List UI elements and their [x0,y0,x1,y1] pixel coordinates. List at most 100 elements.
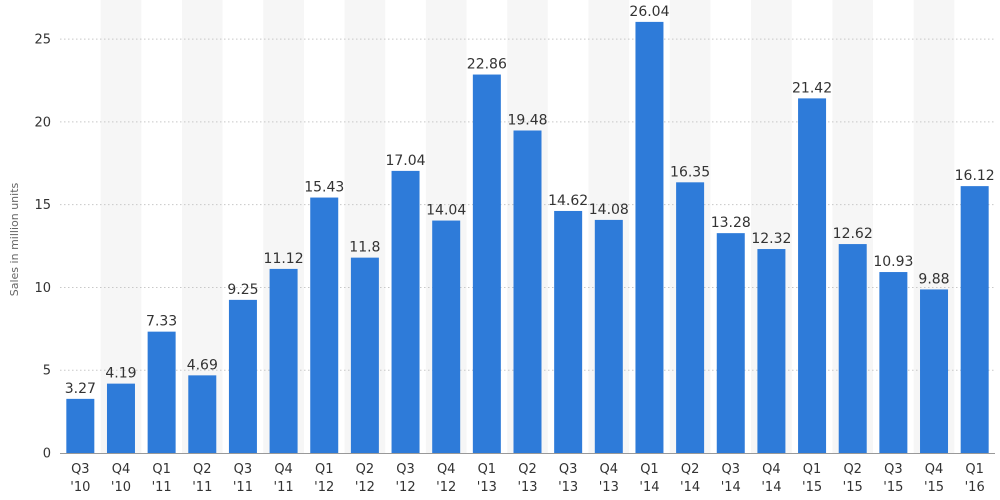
bar [716,233,745,453]
bar [106,383,135,453]
x-tick-label-year: '13 [517,480,537,495]
y-tick-label: 20 [34,115,51,130]
x-tick-label-quarter: Q1 [152,462,171,477]
x-tick-label-year: '15 [924,480,944,495]
x-tick-label-year: '15 [883,480,903,495]
x-tick-label-year: '11 [192,480,212,495]
bar [391,170,420,454]
x-tick-label-year: '12 [436,480,456,495]
x-tick-label-year: '14 [721,480,741,495]
x-tick-label-quarter: Q3 [884,462,903,477]
data-label: 4.69 [187,357,218,373]
x-tick-label-quarter: Q4 [925,462,944,477]
x-tick-label-year: '11 [152,480,172,495]
x-tick-label-quarter: Q3 [71,462,90,477]
y-tick-label: 10 [34,281,51,296]
data-label: 14.62 [548,193,588,209]
data-label: 21.42 [792,80,832,96]
x-tick-label-quarter: Q3 [234,462,253,477]
bar [594,219,623,453]
x-tick-label-year: '15 [802,480,822,495]
data-label: 16.12 [955,168,995,184]
bar [960,186,989,453]
data-label: 12.62 [833,226,873,242]
x-tick-label-quarter: Q3 [396,462,415,477]
x-tick-label-year: '13 [599,480,619,495]
bars [66,21,989,454]
bar [513,130,542,453]
x-tick-label-quarter: Q3 [559,462,578,477]
data-label: 11.8 [349,240,380,256]
x-tick-label-quarter: Q2 [356,462,375,477]
x-tick-label-year: '10 [111,480,131,495]
x-tick-label-year: '14 [680,480,700,495]
y-tick-label: 0 [43,447,51,462]
x-tick-label-quarter: Q2 [518,462,537,477]
x-tick-label-quarter: Q4 [112,462,131,477]
data-label: 17.04 [385,153,425,169]
bar [879,272,908,453]
x-tick-label-year: '16 [965,480,985,495]
data-label: 14.04 [426,203,466,219]
bar [66,398,95,453]
x-tick-label-year: '15 [843,480,863,495]
x-tick-label-quarter: Q1 [965,462,984,477]
x-tick-label-quarter: Q4 [600,462,619,477]
bar [188,375,217,453]
x-tick-label-quarter: Q3 [722,462,741,477]
data-label: 14.08 [589,202,629,218]
value-labels: 3.27 4.19 7.33 4.69 9.25 11.12 15.43 11.8 17.04 1… [65,4,995,397]
x-tick-label-year: '12 [314,480,334,495]
data-label: 15.43 [304,180,344,196]
y-axis-title: Sales in million units [8,182,21,296]
bar [228,299,257,453]
x-axis-ticks: Q3 '10 Q4 '10 Q1 '11 Q2 '11 Q3 '11 Q4 '11 Q1 '12 Q2 '12… [70,462,984,495]
bar [147,331,176,453]
x-tick-label-year: '12 [355,480,375,495]
data-label: 10.93 [873,254,913,270]
x-tick-label-year: '11 [274,480,294,495]
data-label: 4.19 [105,366,136,382]
x-tick-label-quarter: Q2 [681,462,700,477]
data-label: 9.88 [918,271,949,287]
data-label: 9.25 [227,282,258,298]
x-tick-label-quarter: Q2 [843,462,862,477]
bar [676,182,705,454]
bar [310,197,339,453]
bar [798,98,827,453]
x-tick-label-year: '10 [70,480,90,495]
data-label: 26.04 [629,4,669,20]
x-tick-label-year: '14 [639,480,659,495]
x-tick-label-year: '11 [233,480,253,495]
x-tick-label-quarter: Q1 [315,462,334,477]
x-tick-label-quarter: Q4 [437,462,456,477]
bar [635,21,664,453]
bar [920,289,949,453]
bar [432,220,461,453]
x-tick-label-year: '12 [395,480,415,495]
bar [757,249,786,453]
y-axis-ticks: 0 5 10 15 20 25 [34,33,51,462]
x-tick-label-year: '13 [477,480,497,495]
band [100,0,142,453]
y-tick-label: 25 [34,33,51,48]
bar [269,268,298,453]
data-label: 13.28 [711,215,751,231]
data-label: 16.35 [670,164,710,180]
x-tick-label-quarter: Q1 [478,462,497,477]
bar [472,74,501,453]
data-label: 11.12 [264,251,304,267]
x-tick-label-year: '13 [558,480,578,495]
x-tick-label-quarter: Q2 [193,462,212,477]
x-tick-label-quarter: Q4 [274,462,293,477]
x-tick-label-quarter: Q4 [762,462,781,477]
x-tick-label-quarter: Q1 [803,462,822,477]
data-label: 3.27 [65,381,96,397]
bar [350,257,379,453]
y-tick-label: 5 [43,364,51,379]
data-label: 22.86 [467,57,507,73]
bar [554,210,583,453]
x-tick-label-quarter: Q1 [640,462,659,477]
y-tick-label: 15 [34,198,51,213]
